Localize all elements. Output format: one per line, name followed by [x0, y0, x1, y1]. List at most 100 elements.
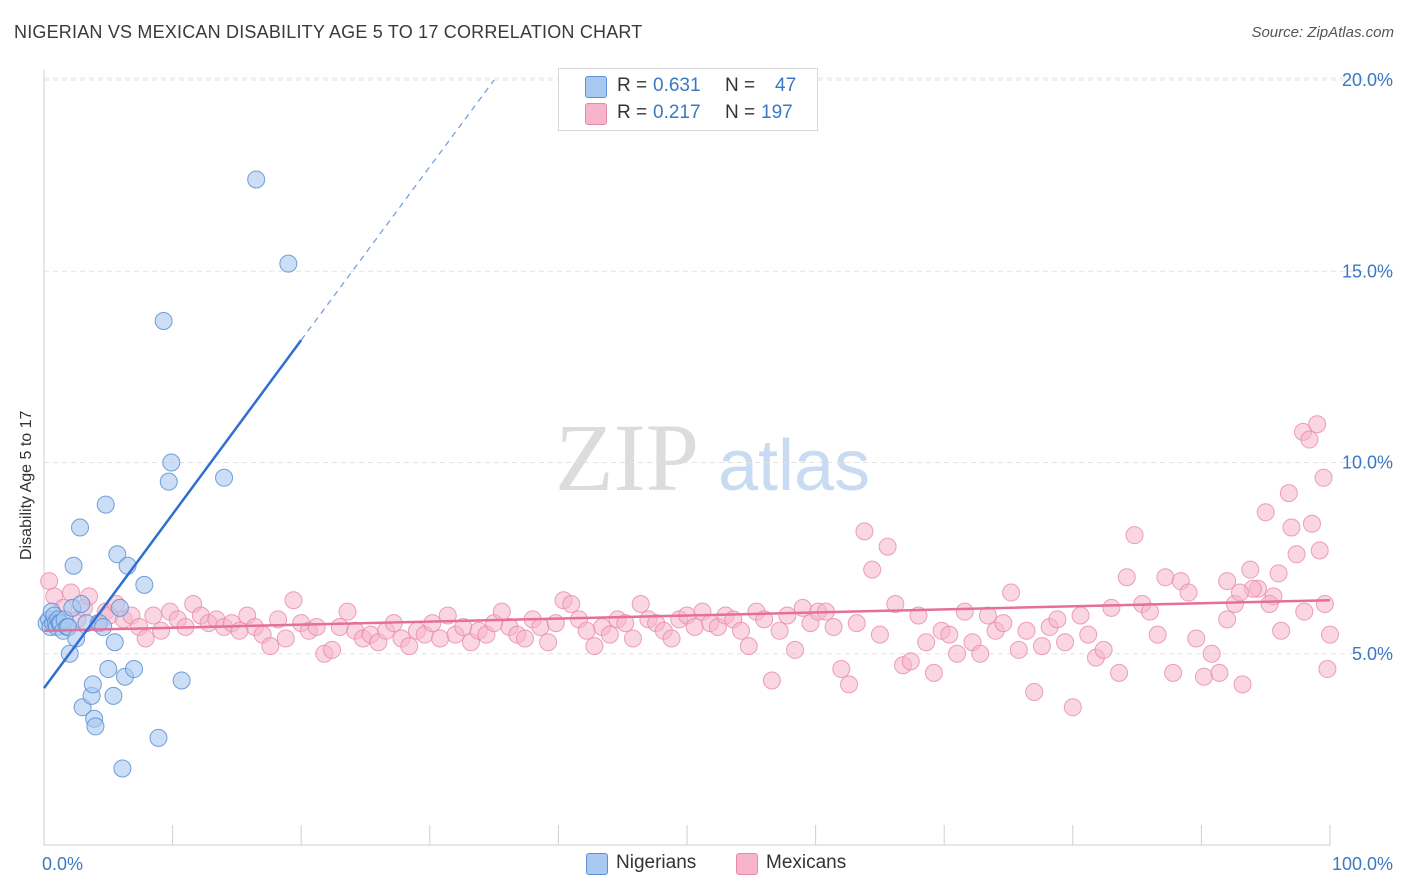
- nigerians-point: [247, 170, 266, 189]
- mexicans-point: [1321, 625, 1339, 644]
- nigerians-point: [154, 311, 173, 330]
- nigerians-trend-line: [42, 339, 303, 689]
- grid: [44, 77, 1392, 655]
- y-tick-label: 20.0%: [1342, 70, 1393, 90]
- mexicans-point: [762, 671, 781, 690]
- nigerians-point: [96, 495, 115, 514]
- mexicans-point: [1202, 644, 1221, 663]
- mexicans-point: [438, 606, 457, 625]
- mexicans-point: [1210, 663, 1229, 682]
- mexicans-point: [1063, 698, 1082, 717]
- n-value: 197: [761, 102, 793, 123]
- mexicans-point: [1269, 564, 1288, 583]
- mexicans-point: [623, 629, 642, 648]
- mexicans-point: [732, 621, 751, 640]
- nigerians-point: [108, 545, 127, 564]
- mexicans-point: [431, 629, 450, 648]
- mexicans-point: [1295, 602, 1314, 621]
- mexicans-point: [136, 629, 155, 648]
- mexicans-point: [1032, 637, 1051, 656]
- mexicans-point: [616, 614, 635, 633]
- n-label: N =: [725, 75, 756, 96]
- nigerians-point: [71, 518, 90, 537]
- mexicans-point: [1287, 545, 1306, 564]
- mexicans-point: [585, 637, 604, 656]
- mexicans-point: [1179, 583, 1198, 602]
- mexicans-point: [1071, 606, 1090, 625]
- mexicans-point: [546, 614, 565, 633]
- mexicans-point: [662, 629, 681, 648]
- mexicans-point: [786, 640, 805, 659]
- mexicans-point: [1279, 484, 1298, 503]
- mexicans-point: [1017, 621, 1036, 640]
- mexicans-point: [1194, 667, 1213, 686]
- mexicans-point: [1048, 610, 1067, 629]
- mexicans-point: [978, 606, 997, 625]
- mexicans-point: [878, 537, 897, 556]
- n-value: 47: [775, 75, 797, 96]
- mexicans-point: [1140, 602, 1159, 621]
- nigerians-point: [113, 759, 132, 778]
- mexicans-point: [631, 595, 650, 614]
- nigerians-point: [172, 671, 191, 690]
- mexicans-point: [1102, 598, 1121, 617]
- mexicans-point: [824, 617, 843, 636]
- nigerians-point: [125, 660, 144, 679]
- mexicans-point: [539, 633, 558, 652]
- y-tick-label: 10.0%: [1342, 453, 1393, 473]
- mexicans-point: [1002, 583, 1021, 602]
- mexicans-point: [1187, 629, 1206, 648]
- nigerians-points: [37, 170, 298, 778]
- mexicans-point: [276, 629, 295, 648]
- mexicans-point: [423, 614, 442, 633]
- nigerians-point: [279, 254, 298, 273]
- mexicans-point: [901, 652, 920, 671]
- mexicans-point: [307, 617, 326, 636]
- mexicans-point: [1218, 610, 1237, 629]
- mexicans-point: [917, 633, 936, 652]
- mexicans-point: [515, 629, 534, 648]
- mexicans-point: [1148, 625, 1167, 644]
- mexicans-point: [755, 610, 774, 629]
- mexicans-point: [1110, 663, 1129, 682]
- nigerians-point: [135, 575, 154, 594]
- mexicans-point: [955, 602, 974, 621]
- mexicans-point: [940, 625, 959, 644]
- mexicans-point: [492, 602, 511, 621]
- mexicans-point: [1318, 660, 1337, 679]
- mexicans-point: [144, 606, 163, 625]
- mexicans-point: [1300, 430, 1319, 449]
- watermark-zip: ZIP: [555, 404, 699, 511]
- watermark: ZIP atlas: [555, 404, 870, 511]
- legend-label: Nigerians: [616, 852, 697, 873]
- mexicans-point: [1315, 595, 1334, 614]
- mexicans-point: [1230, 583, 1249, 602]
- mexicans-point: [40, 572, 59, 591]
- mexicans-point: [971, 644, 990, 663]
- mexicans-trend-line: [43, 598, 1331, 633]
- mexicans-point: [778, 606, 797, 625]
- mexicans-point: [1079, 625, 1098, 644]
- nigerians-point: [105, 633, 124, 652]
- nigerians-point: [215, 468, 234, 487]
- mexicans-point: [1009, 640, 1028, 659]
- tick-labels: 5.0% 10.0% 15.0% 20.0% 0.0% 100.0%: [42, 70, 1393, 874]
- nigerians-swatch: [586, 853, 608, 875]
- axes: [43, 70, 1331, 846]
- mexicans-point: [152, 621, 171, 640]
- nigerians-point: [83, 675, 102, 694]
- mexicans-point: [847, 614, 866, 633]
- mexicans-point: [1164, 663, 1183, 682]
- mexicans-point: [739, 637, 758, 656]
- r-value: 0.217: [653, 102, 701, 123]
- nigerians-point: [72, 595, 91, 614]
- mexicans-point: [261, 637, 280, 656]
- mexicans-point: [1056, 633, 1075, 652]
- mexicans-point: [1233, 675, 1252, 694]
- mexicans-point: [562, 595, 581, 614]
- y-tick-label: 15.0%: [1342, 261, 1393, 281]
- nigerians-trend-extension: [300, 79, 495, 341]
- mexicans-point: [400, 637, 419, 656]
- mexicans-point: [284, 591, 303, 610]
